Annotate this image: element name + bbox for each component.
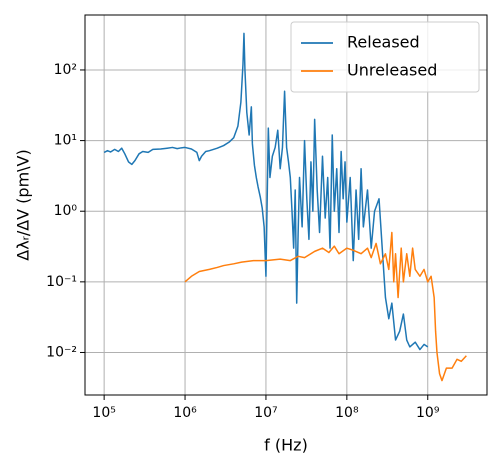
ticks: 10⁵ 10⁶ 10⁷ 10⁸ 10⁹ 10⁻² 10⁻¹ 10⁰ 10¹ 10² [46, 62, 440, 421]
x-tick-label: 10⁶ [173, 405, 197, 421]
x-tick-label: 10⁷ [254, 405, 277, 421]
series-line [184, 231, 467, 382]
y-axis-label: Δλᵣ/ΔV (pm\V) [14, 149, 33, 260]
y-tick-label: 10¹ [54, 133, 77, 149]
plot-lines [103, 32, 467, 382]
y-tick-label: 10⁰ [54, 203, 78, 219]
series-line [103, 32, 429, 351]
x-axis-label: f (Hz) [264, 436, 308, 455]
y-tick-label: 10² [54, 62, 77, 78]
x-tick-label: 10⁵ [92, 405, 115, 421]
axes-frame [84, 14, 488, 396]
y-tick-label: 10⁻¹ [46, 274, 77, 290]
legend-label: Unreleased [347, 61, 437, 80]
legend-box [290, 21, 480, 93]
legend-label: Released [347, 33, 420, 52]
x-tick-label: 10⁹ [416, 405, 440, 421]
legend: Released Unreleased [290, 21, 480, 93]
x-tick-label: 10⁸ [335, 405, 359, 421]
y-tick-label: 10⁻² [46, 344, 77, 360]
